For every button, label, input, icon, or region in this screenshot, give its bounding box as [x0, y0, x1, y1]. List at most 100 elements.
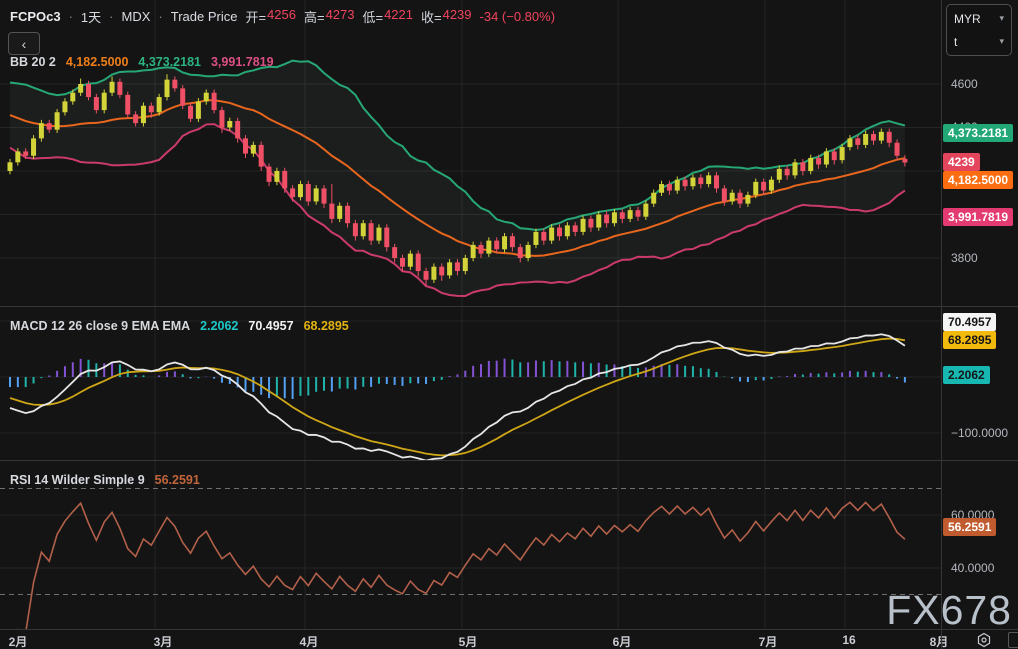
candle-body [690, 177, 696, 187]
macd-title: MACD 12 26 close 9 EMA EMA [10, 319, 191, 333]
candle-body [753, 181, 759, 195]
candle-body [400, 258, 405, 267]
candle-body [447, 262, 453, 276]
candle-body [729, 192, 735, 202]
candle-body [611, 212, 617, 224]
candle-body [462, 258, 468, 272]
exchange-name: MDX [121, 9, 151, 24]
candle-body [588, 218, 594, 228]
time-axis-tick: 3月 [153, 635, 173, 649]
candle-body [431, 266, 437, 280]
macd-line-value: 70.4957 [248, 319, 294, 333]
candle-body [800, 162, 806, 171]
macd-pane[interactable] [0, 306, 941, 461]
candle-body [38, 123, 44, 139]
separator-dot: · [109, 9, 114, 24]
time-axis-tick: 6月 [612, 635, 632, 649]
candle-body [902, 158, 908, 163]
chevron-down-icon: ▾ [999, 13, 1004, 23]
candle-body [651, 192, 657, 204]
candle-body [557, 227, 562, 237]
candle-body [297, 184, 303, 198]
candle-body [235, 120, 241, 139]
candle-body [258, 144, 264, 167]
candle-body [101, 92, 107, 111]
candle-body [133, 114, 139, 124]
candle-body [352, 223, 358, 237]
time-axis-tick: 4月 [299, 635, 319, 649]
candle-body [486, 240, 492, 254]
candle-body [863, 134, 869, 145]
unit-dropdown[interactable]: t ▾ [947, 30, 1011, 53]
macd-hist-axis-label: 2.2062 [943, 366, 990, 384]
candle-body [290, 188, 296, 198]
unit-value: t [954, 34, 958, 49]
bb-title: BB 20 2 [10, 55, 56, 69]
bb-upper-price-label: 4,373.2181 [943, 124, 1014, 142]
candle-body [580, 218, 586, 232]
candle-body [494, 240, 500, 250]
currency-unit-selector: MYR ▾ t ▾ [946, 4, 1012, 56]
candle-body [572, 225, 578, 232]
back-button[interactable]: ‹ [8, 32, 40, 55]
corner-button[interactable] [1008, 632, 1018, 648]
candle-body [533, 231, 539, 245]
bollinger-header[interactable]: BB 20 2 4,182.5000 4,373.2181 3,991.7819 [10, 55, 274, 69]
candle-body [274, 171, 280, 182]
candle-body [517, 247, 523, 258]
rsi-title: RSI 14 Wilder Simple 9 [10, 473, 145, 487]
candle-body [180, 88, 186, 106]
candle-body [384, 227, 390, 248]
axis-corner-divider [941, 630, 942, 649]
price-scale-settings-gear-icon[interactable] [976, 632, 992, 648]
candle-body [886, 131, 892, 143]
candle-body [847, 138, 853, 148]
candle-body [682, 179, 688, 187]
price-axis[interactable]: 4600 4400 3800 4,373.2181 4239 4,182.500… [941, 0, 1018, 629]
candle-body [62, 101, 68, 113]
candle-body [635, 210, 641, 217]
bollinger-lower-line [9, 123, 906, 298]
bb-basis-value: 4,182.5000 [65, 55, 129, 69]
candle-body [541, 231, 547, 241]
ohlc-high: 高= 4273 [303, 7, 355, 25]
currency-dropdown[interactable]: MYR ▾ [947, 7, 1011, 30]
rsi-pane[interactable] [0, 461, 941, 629]
ohlc-open: 开= 4256 [245, 7, 296, 25]
candle-body [745, 194, 751, 204]
time-axis[interactable]: 2月 3月 4月 5月 6月 7月 16 8月 [0, 630, 1018, 649]
symbol-name[interactable]: FCPOc3 [10, 9, 61, 24]
candle-body [878, 131, 884, 141]
candle-body [768, 179, 774, 191]
candle-body [360, 223, 366, 237]
candle-body [125, 94, 131, 115]
candle-body [776, 168, 782, 180]
bb-lower-price-label: 3,991.7819 [943, 208, 1014, 226]
candle-body [117, 81, 123, 95]
macd-hist-value: 2.2062 [200, 319, 239, 333]
rsi-header[interactable]: RSI 14 Wilder Simple 9 56.2591 [10, 473, 200, 487]
candle-body [643, 203, 649, 217]
candle-body [376, 227, 382, 241]
symbol-header: FCPOc3 · 1天 · MDX · Trade Price 开= 4256 … [10, 7, 555, 26]
rsi-value: 56.2591 [154, 473, 200, 487]
bb-upper-value: 4,373.2181 [138, 55, 201, 69]
candle-body [345, 205, 351, 224]
candle-body [15, 151, 21, 163]
candle-body [714, 175, 719, 189]
candle-body [148, 105, 154, 113]
pane-separator[interactable] [0, 460, 1018, 461]
time-axis-tick: 2月 [8, 635, 28, 649]
main-price-pane[interactable] [0, 0, 941, 306]
candle-body [839, 147, 845, 161]
macd-header[interactable]: MACD 12 26 close 9 EMA EMA 2.2062 70.495… [10, 319, 349, 333]
interval-button[interactable]: 1天 [80, 10, 102, 25]
chevron-left-icon: ‹ [21, 35, 27, 52]
candle-body [337, 205, 343, 219]
pane-separator[interactable] [0, 306, 1018, 307]
candle-body [250, 144, 256, 154]
candle-body [737, 192, 743, 204]
candle-body [816, 157, 822, 165]
time-axis-tick: 5月 [458, 635, 478, 649]
